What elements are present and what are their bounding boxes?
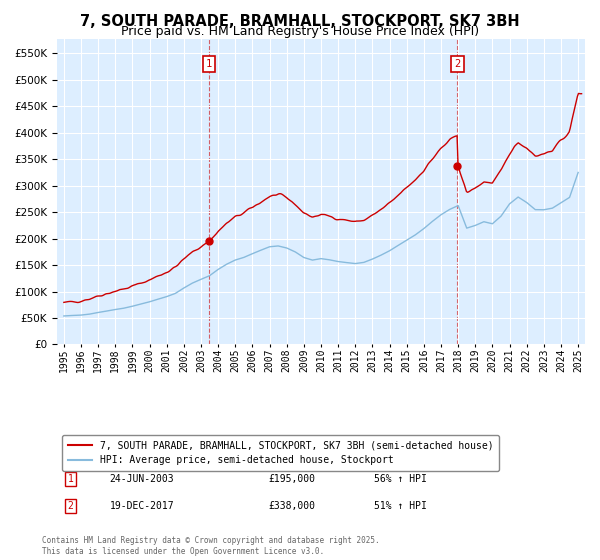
- Text: 1: 1: [68, 474, 73, 484]
- Text: Price paid vs. HM Land Registry's House Price Index (HPI): Price paid vs. HM Land Registry's House …: [121, 25, 479, 38]
- Text: 19-DEC-2017: 19-DEC-2017: [110, 501, 175, 511]
- Text: £195,000: £195,000: [268, 474, 315, 484]
- Text: 24-JUN-2003: 24-JUN-2003: [110, 474, 175, 484]
- Text: £338,000: £338,000: [268, 501, 315, 511]
- Legend: 7, SOUTH PARADE, BRAMHALL, STOCKPORT, SK7 3BH (semi-detached house), HPI: Averag: 7, SOUTH PARADE, BRAMHALL, STOCKPORT, SK…: [62, 435, 499, 472]
- Text: 2: 2: [68, 501, 73, 511]
- Text: 7, SOUTH PARADE, BRAMHALL, STOCKPORT, SK7 3BH: 7, SOUTH PARADE, BRAMHALL, STOCKPORT, SK…: [80, 14, 520, 29]
- Text: Contains HM Land Registry data © Crown copyright and database right 2025.
This d: Contains HM Land Registry data © Crown c…: [42, 536, 380, 556]
- Text: 56% ↑ HPI: 56% ↑ HPI: [374, 474, 427, 484]
- Text: 1: 1: [206, 59, 212, 69]
- Text: 2: 2: [454, 59, 461, 69]
- Text: 51% ↑ HPI: 51% ↑ HPI: [374, 501, 427, 511]
